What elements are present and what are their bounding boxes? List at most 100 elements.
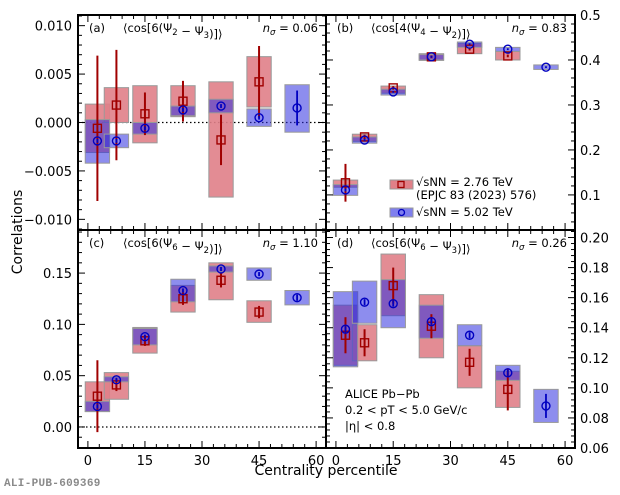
y-tick-label: 0.05 [43,370,72,385]
x-tick-label: 15 [137,454,154,469]
data-point-276 [216,135,226,145]
y-tick-label: 0.010 [35,20,72,35]
y-tick-label: 0.14 [580,322,609,337]
x-axis-title: Centrality percentile [254,463,397,479]
x-tick-label: 30 [194,454,211,469]
data-point-502 [111,136,122,146]
y-tick-label: 0.1 [580,189,601,204]
y-tick-label: −0.010 [24,213,72,228]
y-tick-label: 0.00 [43,421,72,436]
legend-marker-276 [397,180,405,189]
panel-label: (a) [89,21,105,35]
legend-marker-502 [397,208,406,217]
data-point-502 [503,368,513,378]
y-tick-label: 0.15 [43,267,72,282]
panel-a: −0.010 −0.005 0.000 0.005 0.010 (a) ⟨cos[6(Ψ2 … [24,14,327,231]
data-point-502 [292,293,302,303]
legend-label-276: √sNN = 2.76 TeV [416,175,513,189]
data-point-276 [503,51,513,61]
y-axis-title: Correlations [10,190,26,275]
annotation-line: |η| < 0.8 [345,419,395,433]
data-point-502 [178,105,188,115]
data-point-502 [292,103,302,113]
panel-c: 0 15 30 45 60 0.00 0.05 0.10 0.15 (c) ⟨cos[6(Ψ6 − … [43,229,327,469]
y-tick-label: 0.10 [580,382,609,397]
panel-frame [77,229,327,449]
y-tick-label: 0.16 [580,292,609,307]
data-point-502 [426,52,437,62]
data-point-502 [359,297,370,307]
y-tick-label: 0.4 [580,54,601,69]
x-tick-label: 45 [251,454,268,469]
data-point-502 [140,123,150,134]
observable-label: ⟨cos[6(Ψ2 − Ψ3)]⟩ [123,21,223,41]
y-tick-label: −0.005 [24,165,72,180]
y-tick-label: 0.5 [580,9,601,24]
data-point-502 [340,185,351,195]
y-tick-label: 0.005 [35,68,72,83]
panel-label: (d) [337,236,353,250]
data-point-502 [178,285,188,296]
data-point-276 [340,178,351,188]
data-point-502 [426,317,437,327]
observable-label: ⟨cos[6(Ψ6 − Ψ3)]⟩ [371,236,471,256]
data-point-502 [140,331,150,342]
annotation-line: ALICE Pb−Pb [345,387,420,401]
data-point-276 [178,96,188,106]
data-point-502 [216,264,226,274]
observable-label: ⟨cos[4(Ψ4 − Ψ2)]⟩ [371,21,471,41]
panel-label: (c) [89,236,104,250]
data-point-502 [254,112,264,123]
data-point-276 [111,100,122,110]
legend-label-502: √sNN = 5.02 TeV [416,205,513,219]
x-tick-label: 60 [308,454,325,469]
y-tick-label: 0.3 [580,99,601,114]
x-tick-label: 0 [332,454,340,469]
publication-id: ALI-PUB-609369 [4,478,101,490]
legend-swatch-502 [389,207,414,218]
x-tick-label: 0 [84,454,92,469]
y-tick-label: 0.12 [580,352,609,367]
panel-label: (b) [337,21,353,35]
data-point-502 [388,298,398,309]
y-tick-label: 0.08 [580,412,609,427]
data-point-502 [216,101,226,111]
x-tick-label: 60 [557,454,574,469]
y-tick-label: 0.10 [43,318,72,333]
x-tick-label: 45 [500,454,517,469]
experiment-annotation: ALICE Pb−Pb 0.2 < pT < 5.0 GeV/c |η| < 0.8 [345,387,468,433]
data-point-502 [92,136,103,146]
data-point-276 [140,109,150,119]
data-point-502 [503,44,513,54]
data-point-502 [388,87,398,97]
data-point-276 [359,338,370,348]
nsigma-label: nσ = 0.26 [512,236,567,253]
legend-reference: (EPJC 83 (2023) 576) [416,188,536,202]
data-point-502 [541,401,551,411]
panel-d: 0 15 30 45 60 0.06 0.08 0.10 0.12 0.14 0.16 0.18 0.2… [325,229,609,469]
data-point-276 [216,275,226,285]
nsigma-label: nσ = 0.06 [263,21,318,38]
data-point-502 [111,375,122,385]
x-tick-label: 15 [385,454,402,469]
data-point-276 [92,123,103,134]
y-tick-label: 0.2 [580,144,601,159]
y-tick-label: 0.18 [580,262,609,277]
nsigma-label: nσ = 1.10 [263,236,318,253]
y-tick-label: 0.06 [580,442,609,457]
data-point-276 [254,77,264,87]
data-point-276 [92,391,103,401]
nsigma-label: nσ = 0.83 [512,21,567,38]
data-point-276 [388,280,398,291]
data-point-276 [254,307,264,317]
data-point-502 [340,324,351,334]
data-point-276 [503,384,513,395]
x-tick-label: 30 [442,454,459,469]
observable-label: ⟨cos[6(Ψ6 − Ψ2)]⟩ [123,236,223,256]
y-tick-label: 0.20 [580,232,609,247]
y-tick-label: 0.000 [35,117,72,132]
data-point-502 [464,330,475,340]
data-point-502 [92,401,103,412]
